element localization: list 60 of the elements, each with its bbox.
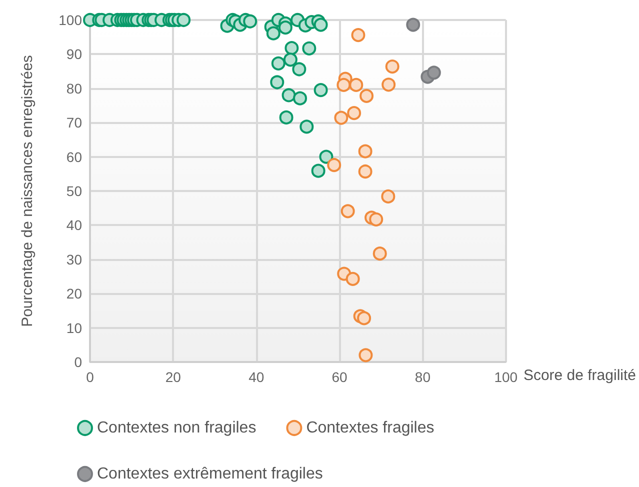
point	[358, 348, 373, 362]
point	[243, 14, 258, 28]
point	[314, 83, 328, 98]
point	[284, 41, 299, 56]
point	[279, 110, 294, 124]
point	[266, 26, 280, 40]
point	[426, 66, 441, 80]
y-tick-label: 80	[66, 80, 82, 96]
x-tick-label: 60	[332, 369, 348, 385]
legend-label: Contextes fragiles	[306, 420, 434, 436]
y-tick-label: 60	[66, 148, 82, 165]
point	[385, 60, 400, 74]
point	[300, 120, 314, 134]
point	[349, 78, 364, 92]
point	[319, 150, 334, 164]
y-tick-label: 10	[66, 320, 82, 336]
y-tick-label: 0	[74, 354, 82, 370]
point	[406, 18, 420, 32]
point	[278, 20, 292, 35]
point	[327, 158, 342, 172]
point	[357, 311, 372, 326]
x-tick-label: 0	[86, 369, 94, 385]
point	[271, 56, 286, 70]
x-tick-label: 80	[414, 369, 431, 385]
y-tick-label: 20	[66, 286, 82, 302]
legend-label: Contextes non fragiles	[97, 420, 256, 436]
y-tick-label: 70	[66, 114, 82, 131]
point	[381, 189, 396, 204]
point	[382, 78, 396, 92]
point	[176, 13, 191, 27]
point	[293, 91, 308, 106]
x-tick-label: 20	[165, 369, 182, 385]
point	[311, 164, 326, 178]
y-axis-title: Pourcentage de naissances enregistrées	[19, 55, 36, 327]
point	[358, 164, 372, 179]
x-tick-label: 40	[248, 369, 264, 385]
point	[292, 62, 306, 76]
point	[282, 88, 296, 102]
y-tick-label: 90	[66, 46, 82, 62]
point	[347, 106, 362, 120]
y-tick-label: 30	[66, 251, 82, 268]
point	[351, 28, 366, 42]
point	[369, 212, 384, 226]
point	[358, 144, 372, 158]
legend-label: Contextes extrêmement fragiles	[97, 466, 323, 482]
y-tick-label: 100	[58, 12, 82, 28]
x-tick-label: 100	[494, 369, 518, 385]
point	[346, 272, 360, 286]
point	[340, 204, 355, 218]
point	[372, 246, 387, 261]
x-axis-title: Score de fragilité	[523, 367, 636, 384]
point	[314, 18, 328, 32]
y-tick-label: 50	[66, 183, 82, 199]
y-tick-label: 40	[66, 217, 82, 234]
point	[360, 88, 374, 103]
point	[336, 78, 351, 92]
point	[270, 75, 284, 90]
point	[283, 52, 298, 67]
point	[334, 110, 348, 125]
point	[302, 41, 316, 56]
